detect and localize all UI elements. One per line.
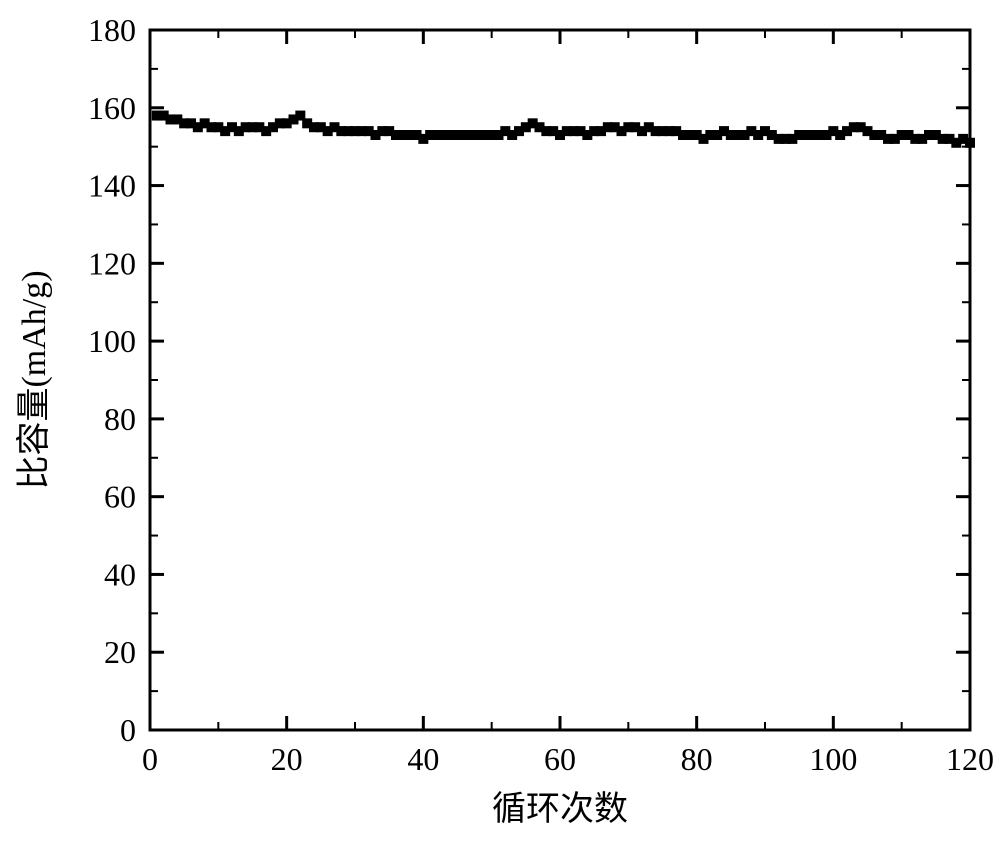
svg-text:20: 20: [271, 741, 303, 777]
svg-text:100: 100: [88, 323, 136, 359]
data-series: [152, 111, 975, 148]
svg-text:40: 40: [407, 741, 439, 777]
y-axis-label: 比容量(mAh/g): [15, 270, 53, 489]
svg-text:80: 80: [104, 401, 136, 437]
svg-text:0: 0: [120, 712, 136, 748]
svg-text:180: 180: [88, 12, 136, 48]
svg-text:140: 140: [88, 168, 136, 204]
svg-text:40: 40: [104, 556, 136, 592]
svg-text:100: 100: [809, 741, 857, 777]
capacity-cycle-chart: 0 20 40 60 80 100 120 0 20 40 60 80 100 120 140 160 180 循…: [0, 0, 1000, 841]
svg-text:120: 120: [946, 741, 994, 777]
x-axis-label: 循环次数: [492, 790, 628, 828]
chart-svg: 0 20 40 60 80 100 120 0 20 40 60 80 100 120 140 160 180 循…: [0, 0, 1000, 841]
svg-text:60: 60: [544, 741, 576, 777]
svg-text:60: 60: [104, 479, 136, 515]
svg-text:80: 80: [681, 741, 713, 777]
svg-text:160: 160: [88, 90, 136, 126]
svg-text:20: 20: [104, 634, 136, 670]
svg-text:0: 0: [142, 741, 158, 777]
svg-text:120: 120: [88, 245, 136, 281]
